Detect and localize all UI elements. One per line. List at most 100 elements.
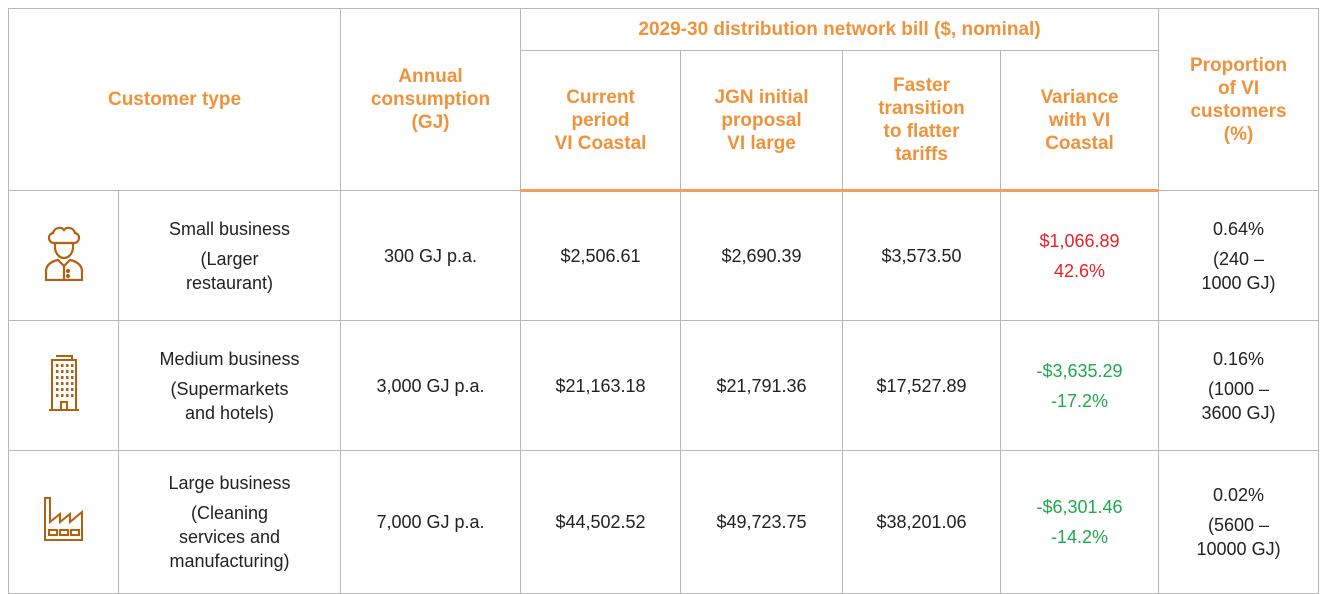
line: Current xyxy=(566,86,635,108)
value: $21,163.18 xyxy=(555,375,646,396)
line: (GJ) xyxy=(411,112,450,133)
value: 3,000 GJ p.a. xyxy=(376,375,485,396)
line: (%) xyxy=(1223,123,1254,145)
line: (240 – xyxy=(1213,248,1265,269)
header-cell: JGN initial proposal VI large xyxy=(680,50,843,192)
line: (Larger xyxy=(200,248,259,269)
bill-table: Customer type Annual consumption (GJ) 2029… xyxy=(8,8,1320,594)
line: Proportion xyxy=(1189,54,1288,76)
line: proposal xyxy=(721,109,802,131)
value: $38,201.06 xyxy=(876,512,967,532)
variance-percent: 42.6% xyxy=(1054,261,1106,281)
proportion: 0.16% xyxy=(1213,348,1265,369)
line: transition xyxy=(878,98,965,119)
table-row: Small business (Larger restaurant) 300 GJ p… xyxy=(8,190,1320,321)
value: $44,502.52 xyxy=(555,512,646,532)
line: (Supermarkets xyxy=(170,378,289,399)
table-row: Large business (Cleaning services and manuf… xyxy=(8,450,1320,594)
line: customers xyxy=(1190,100,1287,122)
line: of VI xyxy=(1217,77,1260,99)
line: VI large xyxy=(727,132,796,154)
line: 1000 GJ) xyxy=(1201,272,1276,293)
line: tariffs xyxy=(895,144,948,165)
value: 300 GJ p.a. xyxy=(383,245,478,266)
table-body: Small business (Larger restaurant) 300 GJ p… xyxy=(8,190,1320,594)
customer-icon xyxy=(15,225,112,287)
line: services and xyxy=(178,527,281,547)
variance-percent: -14.2% xyxy=(1051,527,1109,547)
customer-cell: Medium business (Supermarkets and hotels) xyxy=(118,320,341,451)
line: period xyxy=(571,109,630,131)
customer-name: Small business xyxy=(168,218,291,239)
header-text: Customer type xyxy=(107,89,242,110)
value: $49,723.75 xyxy=(716,512,807,532)
value-cell: $2,506.61 xyxy=(520,190,681,321)
header-row: Current period VI Coastal JGN initial propos… xyxy=(9,50,1319,192)
icon-cell xyxy=(8,190,119,321)
value-cell: $38,201.06 xyxy=(842,450,1001,594)
line: (Cleaning xyxy=(190,503,269,523)
header-text: 2029-30 distribution network bill ($, no… xyxy=(638,19,1041,40)
value-cell: $44,502.52 xyxy=(520,450,681,594)
proportion: 0.02% xyxy=(1213,485,1265,505)
line: Coastal xyxy=(1045,132,1114,154)
variance-amount: -$3,635.29 xyxy=(1036,360,1123,381)
value-cell: $17,527.89 xyxy=(842,320,1001,451)
line: with VI xyxy=(1048,109,1111,131)
value: $2,690.39 xyxy=(721,246,802,266)
line: 3600 GJ) xyxy=(1201,402,1276,423)
customer-icon xyxy=(15,496,112,548)
proportion-cell: 0.64% (240 – 1000 GJ) xyxy=(1158,190,1320,321)
header-cell: Faster transition to flatter tariffs xyxy=(842,50,1001,192)
value-cell: 3,000 GJ p.a. xyxy=(340,320,521,451)
line: JGN initial xyxy=(714,86,809,108)
value-cell: $2,690.39 xyxy=(680,190,843,321)
variance-amount: $1,066.89 xyxy=(1039,231,1120,251)
value: $3,573.50 xyxy=(881,246,962,266)
icon-cell xyxy=(8,320,119,451)
table-row: Medium business (Supermarkets and hotels) 3… xyxy=(8,320,1320,451)
line: VI Coastal xyxy=(554,132,647,154)
header-cell: Customer type xyxy=(8,8,341,191)
value-cell: 7,000 GJ p.a. xyxy=(340,450,521,594)
value-cell: $49,723.75 xyxy=(680,450,843,594)
header-row: Customer type Annual consumption (GJ) 2029… xyxy=(8,8,1320,191)
variance-cell: -$6,301.46 -14.2% xyxy=(999,450,1160,594)
value: $21,791.36 xyxy=(716,375,807,396)
variance-cell: -$3,635.29 -17.2% xyxy=(999,320,1160,451)
value: $2,506.61 xyxy=(560,246,641,266)
line: to flatter xyxy=(883,121,960,142)
line: and hotels) xyxy=(184,402,275,423)
header-cell: Variance with VI Coastal xyxy=(999,50,1160,192)
variance-percent: -17.2% xyxy=(1051,390,1109,411)
line: (1000 – xyxy=(1208,378,1270,399)
line: Annual xyxy=(398,66,463,87)
line: manufacturing) xyxy=(169,551,290,571)
header-cell: 2029-30 distribution network bill ($, no… xyxy=(519,8,1160,51)
header-cell: Current period VI Coastal xyxy=(520,50,681,192)
header-cell: Annual consumption (GJ) xyxy=(340,8,521,191)
value-cell: $21,163.18 xyxy=(520,320,681,451)
proportion-cell: 0.16% (1000 – 3600 GJ) xyxy=(1158,320,1320,451)
line: (5600 – xyxy=(1208,515,1270,535)
customer-cell: Small business (Larger restaurant) xyxy=(118,190,341,321)
value: $17,527.89 xyxy=(876,375,967,396)
variance-amount: -$6,301.46 xyxy=(1036,497,1123,517)
line: Variance xyxy=(1040,86,1119,108)
value: 7,000 GJ p.a. xyxy=(376,512,485,532)
customer-name: Medium business xyxy=(159,348,300,369)
customer-name: Large business xyxy=(168,473,291,493)
variance-cell: $1,066.89 42.6% xyxy=(999,190,1160,321)
proportion: 0.64% xyxy=(1213,218,1265,239)
line: Faster xyxy=(892,75,951,96)
proportion-cell: 0.02% (5600 – 10000 GJ) xyxy=(1158,450,1320,594)
line: restaurant) xyxy=(185,272,274,293)
value-cell: $3,573.50 xyxy=(842,190,1001,321)
icon-cell xyxy=(8,450,119,594)
customer-cell: Large business (Cleaning services and manuf… xyxy=(118,450,341,594)
value-cell: $21,791.36 xyxy=(680,320,843,451)
customer-icon xyxy=(15,354,112,418)
line: consumption xyxy=(370,89,491,110)
line: 10000 GJ) xyxy=(1196,539,1281,559)
